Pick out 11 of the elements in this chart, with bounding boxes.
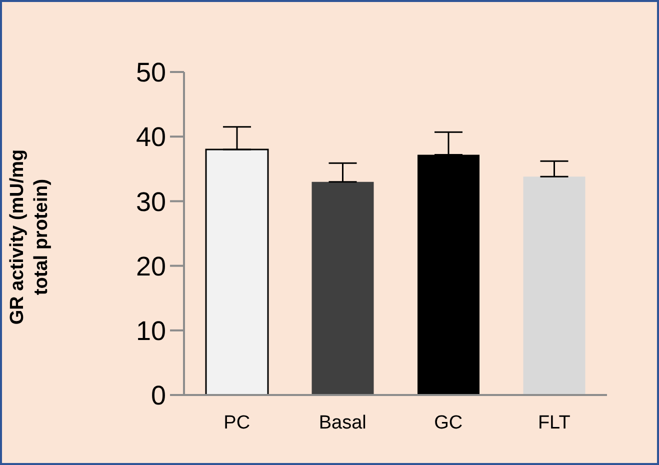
- y-axis-title: GR activity (mU/mg total protein): [6, 148, 53, 327]
- y-tick-label: 30: [136, 186, 166, 217]
- x-tick-label: GC: [434, 412, 463, 434]
- y-tick-label: 50: [136, 58, 166, 88]
- y-tick-label: 0: [150, 380, 166, 411]
- x-tick-label: Basal: [318, 412, 366, 434]
- x-tick-label: PC: [224, 412, 250, 434]
- y-tick-label: 40: [136, 122, 166, 152]
- x-tick-label: FLT: [538, 412, 571, 434]
- y-tick-label: 20: [136, 251, 166, 282]
- y-tick-label: 10: [136, 316, 166, 346]
